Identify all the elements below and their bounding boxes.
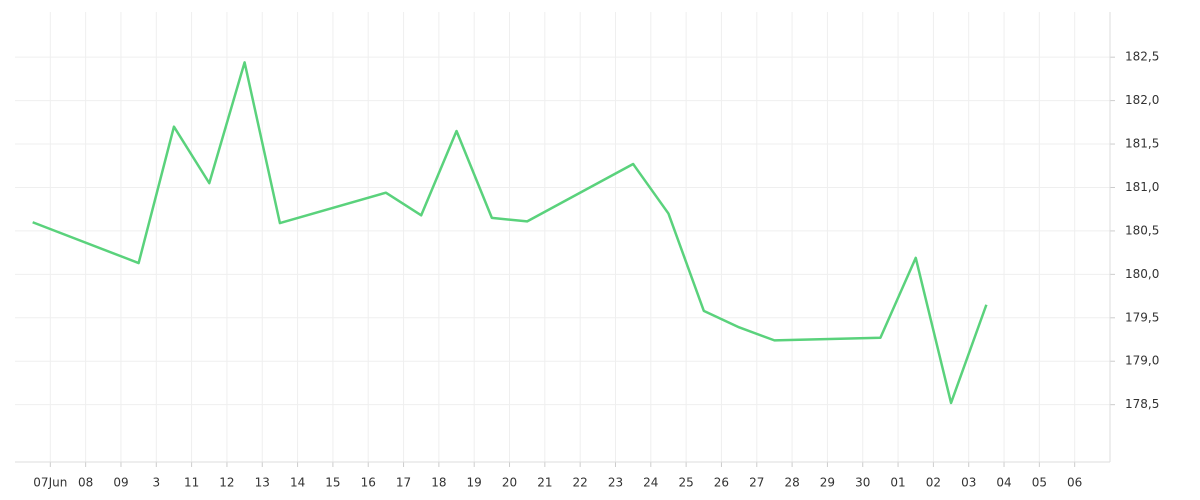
y-tick-label: 181,5 xyxy=(1125,137,1159,151)
x-tick-label: 15 xyxy=(325,476,340,490)
x-tick-label: 25 xyxy=(678,476,693,490)
x-tick-label: 24 xyxy=(643,476,658,490)
x-tick-label: 09 xyxy=(113,476,128,490)
y-tick-label: 179,0 xyxy=(1125,354,1159,368)
y-tick-label: 181,0 xyxy=(1125,180,1159,194)
y-tick-label: 180,5 xyxy=(1125,223,1159,237)
line xyxy=(32,61,988,405)
x-tick-label: 16 xyxy=(361,476,376,490)
x-tick-label: 03 xyxy=(961,476,976,490)
x-tick-label: 06 xyxy=(1067,476,1082,490)
x-tick-label: 19 xyxy=(467,476,482,490)
y-tick-label: 179,5 xyxy=(1125,310,1159,324)
x-tick-label: 08 xyxy=(78,476,93,490)
x-tick-label: 20 xyxy=(502,476,517,490)
x-tick-label: 18 xyxy=(431,476,446,490)
x-tick-label: 14 xyxy=(290,476,305,490)
y-tick-label: 178,5 xyxy=(1125,397,1159,411)
y-tick-label: 180,0 xyxy=(1125,267,1159,281)
x-tick-label: 07Jun xyxy=(33,476,67,490)
x-tick-label: 30 xyxy=(855,476,870,490)
x-tick-label: 05 xyxy=(1032,476,1047,490)
y-tick-label: 182,5 xyxy=(1125,50,1159,64)
x-tick-label: 27 xyxy=(749,476,764,490)
x-tick-label: 26 xyxy=(714,476,729,490)
x-tick-label: 04 xyxy=(996,476,1011,490)
x-tick-label: 02 xyxy=(926,476,941,490)
x-tick-label: 11 xyxy=(184,476,199,490)
y-tick-label: 182,0 xyxy=(1125,93,1159,107)
x-tick-label: 23 xyxy=(608,476,623,490)
x-tick-label: 01 xyxy=(890,476,905,490)
x-tick-label: 21 xyxy=(537,476,552,490)
x-tick-label: 13 xyxy=(255,476,270,490)
x-tick-label: 17 xyxy=(396,476,411,490)
x-tick-label: 29 xyxy=(820,476,835,490)
x-tick-label: 3 xyxy=(152,476,160,490)
x-tick-label: 12 xyxy=(219,476,234,490)
x-tick-label: 22 xyxy=(573,476,588,490)
x-tick-label: 28 xyxy=(784,476,799,490)
